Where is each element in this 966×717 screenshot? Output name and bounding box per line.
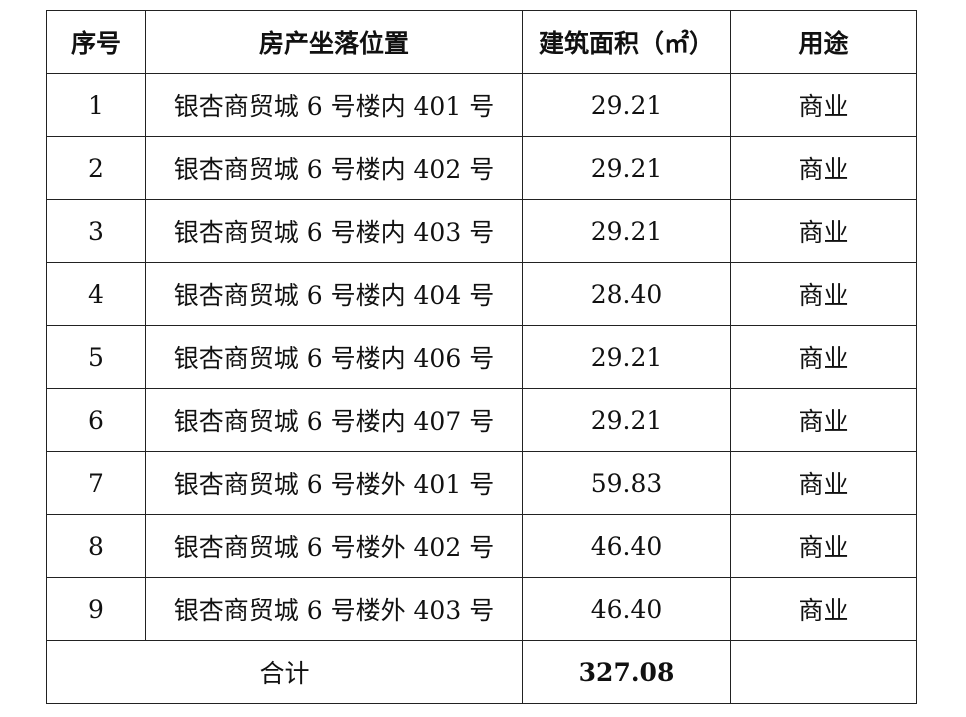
row-location: 银杏商贸城 6 号楼内 406 号 <box>145 325 523 389</box>
header-usage: 用途 <box>730 10 917 74</box>
header-row: 序号 房产坐落位置 建筑面积（㎡） 用途 <box>46 10 917 74</box>
row-area: 29.21 <box>522 199 731 263</box>
row-index: 8 <box>46 514 146 578</box>
row-location: 银杏商贸城 6 号楼内 404 号 <box>145 262 523 326</box>
table-row: 9 银杏商贸城 6 号楼外 403 号 46.40 商业 <box>46 577 917 641</box>
row-area: 29.21 <box>522 136 731 200</box>
row-usage: 商业 <box>730 514 917 578</box>
row-area: 46.40 <box>522 514 731 578</box>
table-row: 7 银杏商贸城 6 号楼外 401 号 59.83 商业 <box>46 451 917 515</box>
row-usage: 商业 <box>730 451 917 515</box>
row-location: 银杏商贸城 6 号楼内 403 号 <box>145 199 523 263</box>
table-row: 1 银杏商贸城 6 号楼内 401 号 29.21 商业 <box>46 73 917 137</box>
row-area: 59.83 <box>522 451 731 515</box>
row-index: 5 <box>46 325 146 389</box>
row-location: 银杏商贸城 6 号楼外 403 号 <box>145 577 523 641</box>
row-usage: 商业 <box>730 577 917 641</box>
table-row: 3 银杏商贸城 6 号楼内 403 号 29.21 商业 <box>46 199 917 263</box>
row-index: 7 <box>46 451 146 515</box>
row-area: 29.21 <box>522 73 731 137</box>
row-usage: 商业 <box>730 73 917 137</box>
header-location: 房产坐落位置 <box>145 10 523 74</box>
row-index: 6 <box>46 388 146 452</box>
table-row: 6 银杏商贸城 6 号楼内 407 号 29.21 商业 <box>46 388 917 452</box>
total-label: 合计 <box>46 640 523 704</box>
row-usage: 商业 <box>730 199 917 263</box>
row-index: 4 <box>46 262 146 326</box>
row-usage: 商业 <box>730 262 917 326</box>
row-location: 银杏商贸城 6 号楼内 401 号 <box>145 73 523 137</box>
row-location: 银杏商贸城 6 号楼外 402 号 <box>145 514 523 578</box>
total-usage <box>730 640 917 704</box>
row-index: 3 <box>46 199 146 263</box>
table-row: 2 银杏商贸城 6 号楼内 402 号 29.21 商业 <box>46 136 917 200</box>
header-area: 建筑面积（㎡） <box>522 10 731 74</box>
row-location: 银杏商贸城 6 号楼外 401 号 <box>145 451 523 515</box>
row-usage: 商业 <box>730 325 917 389</box>
row-location: 银杏商贸城 6 号楼内 407 号 <box>145 388 523 452</box>
row-usage: 商业 <box>730 388 917 452</box>
row-index: 9 <box>46 577 146 641</box>
table-row: 5 银杏商贸城 6 号楼内 406 号 29.21 商业 <box>46 325 917 389</box>
row-area: 46.40 <box>522 577 731 641</box>
table-row: 8 银杏商贸城 6 号楼外 402 号 46.40 商业 <box>46 514 917 578</box>
row-area: 29.21 <box>522 388 731 452</box>
total-row: 合计 327.08 <box>46 640 917 704</box>
row-index: 2 <box>46 136 146 200</box>
row-area: 29.21 <box>522 325 731 389</box>
header-index: 序号 <box>46 10 146 74</box>
table-row: 4 银杏商贸城 6 号楼内 404 号 28.40 商业 <box>46 262 917 326</box>
row-usage: 商业 <box>730 136 917 200</box>
row-index: 1 <box>46 73 146 137</box>
total-area: 327.08 <box>522 640 731 704</box>
row-area: 28.40 <box>522 262 731 326</box>
row-location: 银杏商贸城 6 号楼内 402 号 <box>145 136 523 200</box>
